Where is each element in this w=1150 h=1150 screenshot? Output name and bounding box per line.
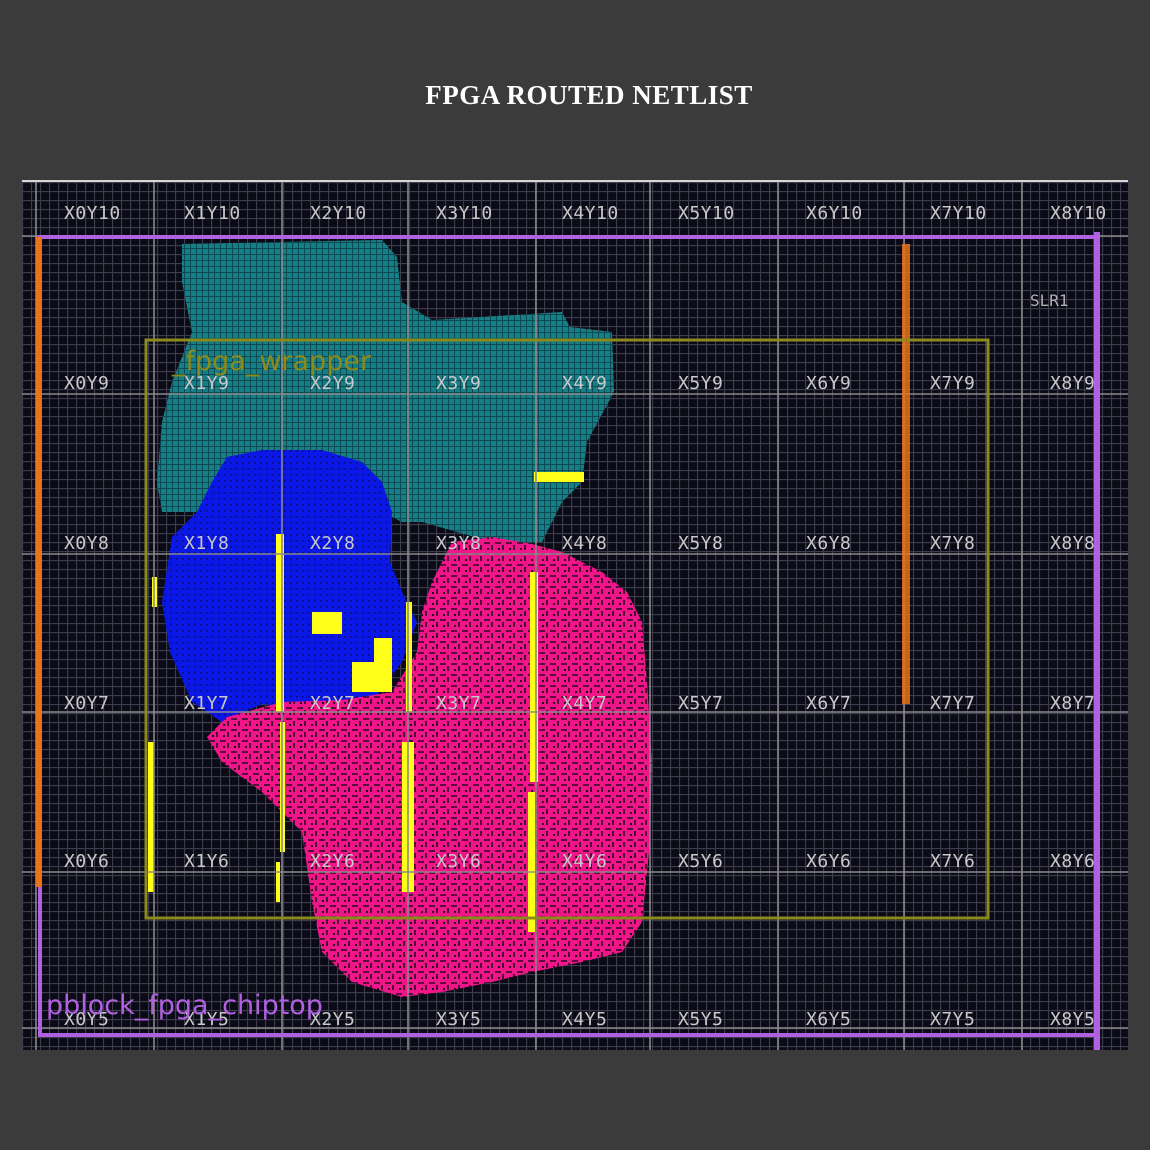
clock-region-label: X8Y5: [1050, 1009, 1095, 1030]
clock-region-label: X5Y10: [678, 203, 735, 224]
clock-region-label: X3Y7: [436, 693, 481, 714]
clock-region-label: X2Y5: [310, 1009, 355, 1030]
clock-region-label: X1Y5: [184, 1009, 229, 1030]
clock-region-label: X7Y8: [930, 533, 975, 554]
clock-region-label: X4Y8: [562, 533, 607, 554]
clock-region-label: X3Y5: [436, 1009, 481, 1030]
clock-region-label: X4Y7: [562, 693, 607, 714]
clock-region-label: X6Y5: [806, 1009, 851, 1030]
clock-region-label: X8Y9: [1050, 373, 1095, 394]
clock-region-label: X8Y8: [1050, 533, 1095, 554]
clock-region-label: X2Y8: [310, 533, 355, 554]
io-column-x7: [902, 244, 910, 704]
clock-region-label: X1Y8: [184, 533, 229, 554]
slr-label: SLR1: [1030, 291, 1069, 310]
clock-region-label: X2Y7: [310, 693, 355, 714]
clock-region-label: X2Y10: [310, 203, 367, 224]
blue-module-cells: [162, 450, 417, 722]
clock-region-label: X6Y6: [806, 851, 851, 872]
clock-region-label: X1Y9: [184, 373, 229, 394]
clock-region-labels: X0Y10 X1Y10 X2Y10 X3Y10 X4Y10 X5Y10 X6Y10 X7Y10…: [64, 203, 1107, 1030]
clock-region-grid: [22, 182, 1128, 1050]
clock-region-label: X3Y8: [436, 533, 481, 554]
clock-region-label: X7Y9: [930, 373, 975, 394]
clock-region-label: X5Y9: [678, 373, 723, 394]
clock-region-label: X7Y10: [930, 203, 987, 224]
clock-region-label: X0Y6: [64, 851, 109, 872]
device-view[interactable]: X0Y10 X1Y10 X2Y10 X3Y10 X4Y10 X5Y10 X6Y10 X7Y10…: [22, 180, 1128, 1050]
clock-region-label: X7Y6: [930, 851, 975, 872]
clock-region-label: X3Y6: [436, 851, 481, 872]
clock-region-label: X8Y10: [1050, 203, 1107, 224]
page-title: FPGA ROUTED NETLIST: [425, 80, 753, 110]
clock-region-label: X5Y5: [678, 1009, 723, 1030]
clock-region-label: X0Y7: [64, 693, 109, 714]
clock-region-label: X1Y10: [184, 203, 241, 224]
pblock-wrapper-outline[interactable]: [144, 338, 990, 920]
clock-region-label: X5Y8: [678, 533, 723, 554]
clock-region-label: X6Y8: [806, 533, 851, 554]
device-canvas[interactable]: X0Y10 X1Y10 X2Y10 X3Y10 X4Y10 X5Y10 X6Y10 X7Y10…: [22, 182, 1128, 1050]
clock-region-label: X5Y6: [678, 851, 723, 872]
clock-region-label: X8Y7: [1050, 693, 1095, 714]
clock-region-label: X4Y6: [562, 851, 607, 872]
clock-region-label: X0Y10: [64, 203, 121, 224]
clock-region-label: X7Y5: [930, 1009, 975, 1030]
clock-region-label: X3Y10: [436, 203, 493, 224]
left-io-column: [36, 237, 41, 887]
clock-region-label: X7Y7: [930, 693, 975, 714]
clock-region-label: X0Y8: [64, 533, 109, 554]
magenta-module-cells: [207, 537, 652, 997]
clock-region-label: X0Y9: [64, 373, 109, 394]
clock-region-label: X2Y6: [310, 851, 355, 872]
clock-region-label: X8Y6: [1050, 851, 1095, 872]
pblock-wrapper-label: _fpga_wrapper: [171, 346, 372, 377]
pblock-chiptop-label: pblock_fpga_chiptop: [46, 990, 323, 1021]
clock-region-label: X5Y7: [678, 693, 723, 714]
clock-region-label: X3Y9: [436, 373, 481, 394]
clock-region-label: X1Y6: [184, 851, 229, 872]
clock-region-label: X4Y9: [562, 373, 607, 394]
clock-region-label: X1Y7: [184, 693, 229, 714]
pblock-right-edge: [1094, 232, 1100, 1050]
clock-region-label: X0Y5: [64, 1009, 109, 1030]
clock-region-label: X6Y9: [806, 373, 851, 394]
clock-region-label: X4Y5: [562, 1009, 607, 1030]
clock-region-label: X4Y10: [562, 203, 619, 224]
clock-region-label: X2Y9: [310, 373, 355, 394]
clock-region-label: X6Y7: [806, 693, 851, 714]
clock-region-label: X6Y10: [806, 203, 863, 224]
